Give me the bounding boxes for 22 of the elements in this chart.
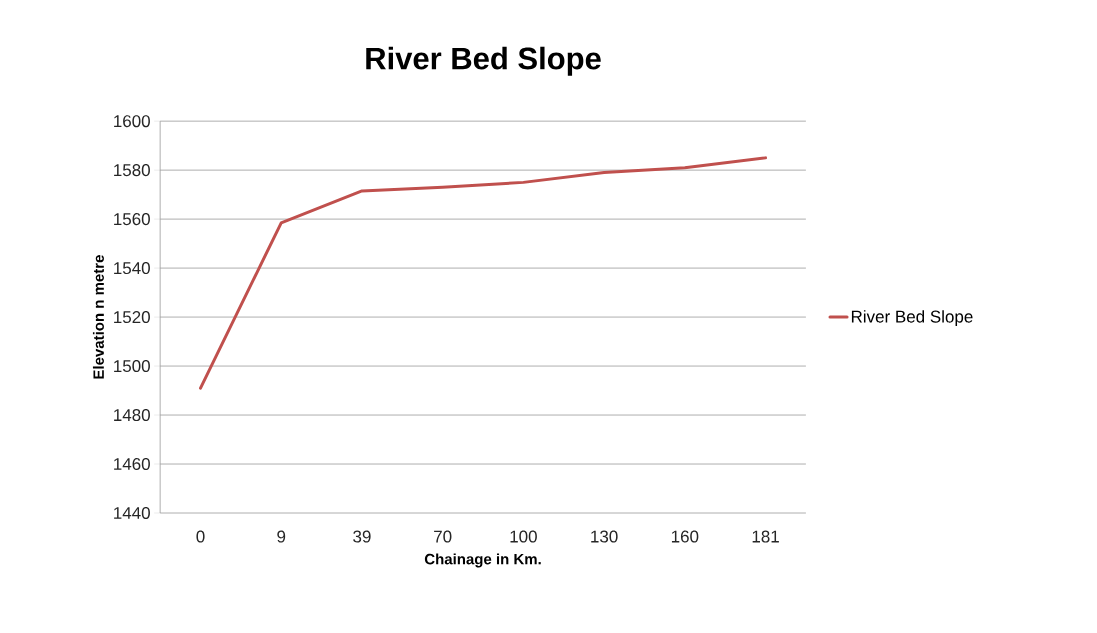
y-tick-label: 1520 bbox=[114, 310, 150, 324]
x-tick-label: 0 bbox=[196, 530, 205, 543]
x-tick-label: 181 bbox=[752, 530, 779, 543]
x-axis-title: Chainage in Km. bbox=[424, 553, 541, 568]
line-series bbox=[199, 156, 768, 390]
y-tick-label: 1540 bbox=[114, 261, 150, 275]
x-tick-label: 70 bbox=[434, 530, 452, 543]
y-tick-label: 1480 bbox=[114, 408, 150, 421]
x-tick-label: 39 bbox=[353, 530, 371, 543]
y-axis-title: Elevation n metre bbox=[92, 255, 104, 379]
x-tick-label: 130 bbox=[591, 530, 618, 543]
y-tick-label: 1500 bbox=[114, 359, 150, 372]
y-tick-label: 1600 bbox=[114, 115, 150, 128]
x-tick-label: 100 bbox=[510, 530, 537, 543]
y-tick-label: 1560 bbox=[114, 213, 150, 226]
legend-label: River Bed Slope bbox=[851, 310, 973, 326]
y-tick-label: 1580 bbox=[114, 164, 150, 177]
x-tick-label: 9 bbox=[277, 530, 286, 543]
y-tick-label: 1440 bbox=[114, 506, 150, 519]
chart-title: River Bed Slope bbox=[366, 46, 601, 76]
x-tick-label: 160 bbox=[671, 530, 699, 543]
y-tick-label: 1460 bbox=[114, 457, 150, 470]
